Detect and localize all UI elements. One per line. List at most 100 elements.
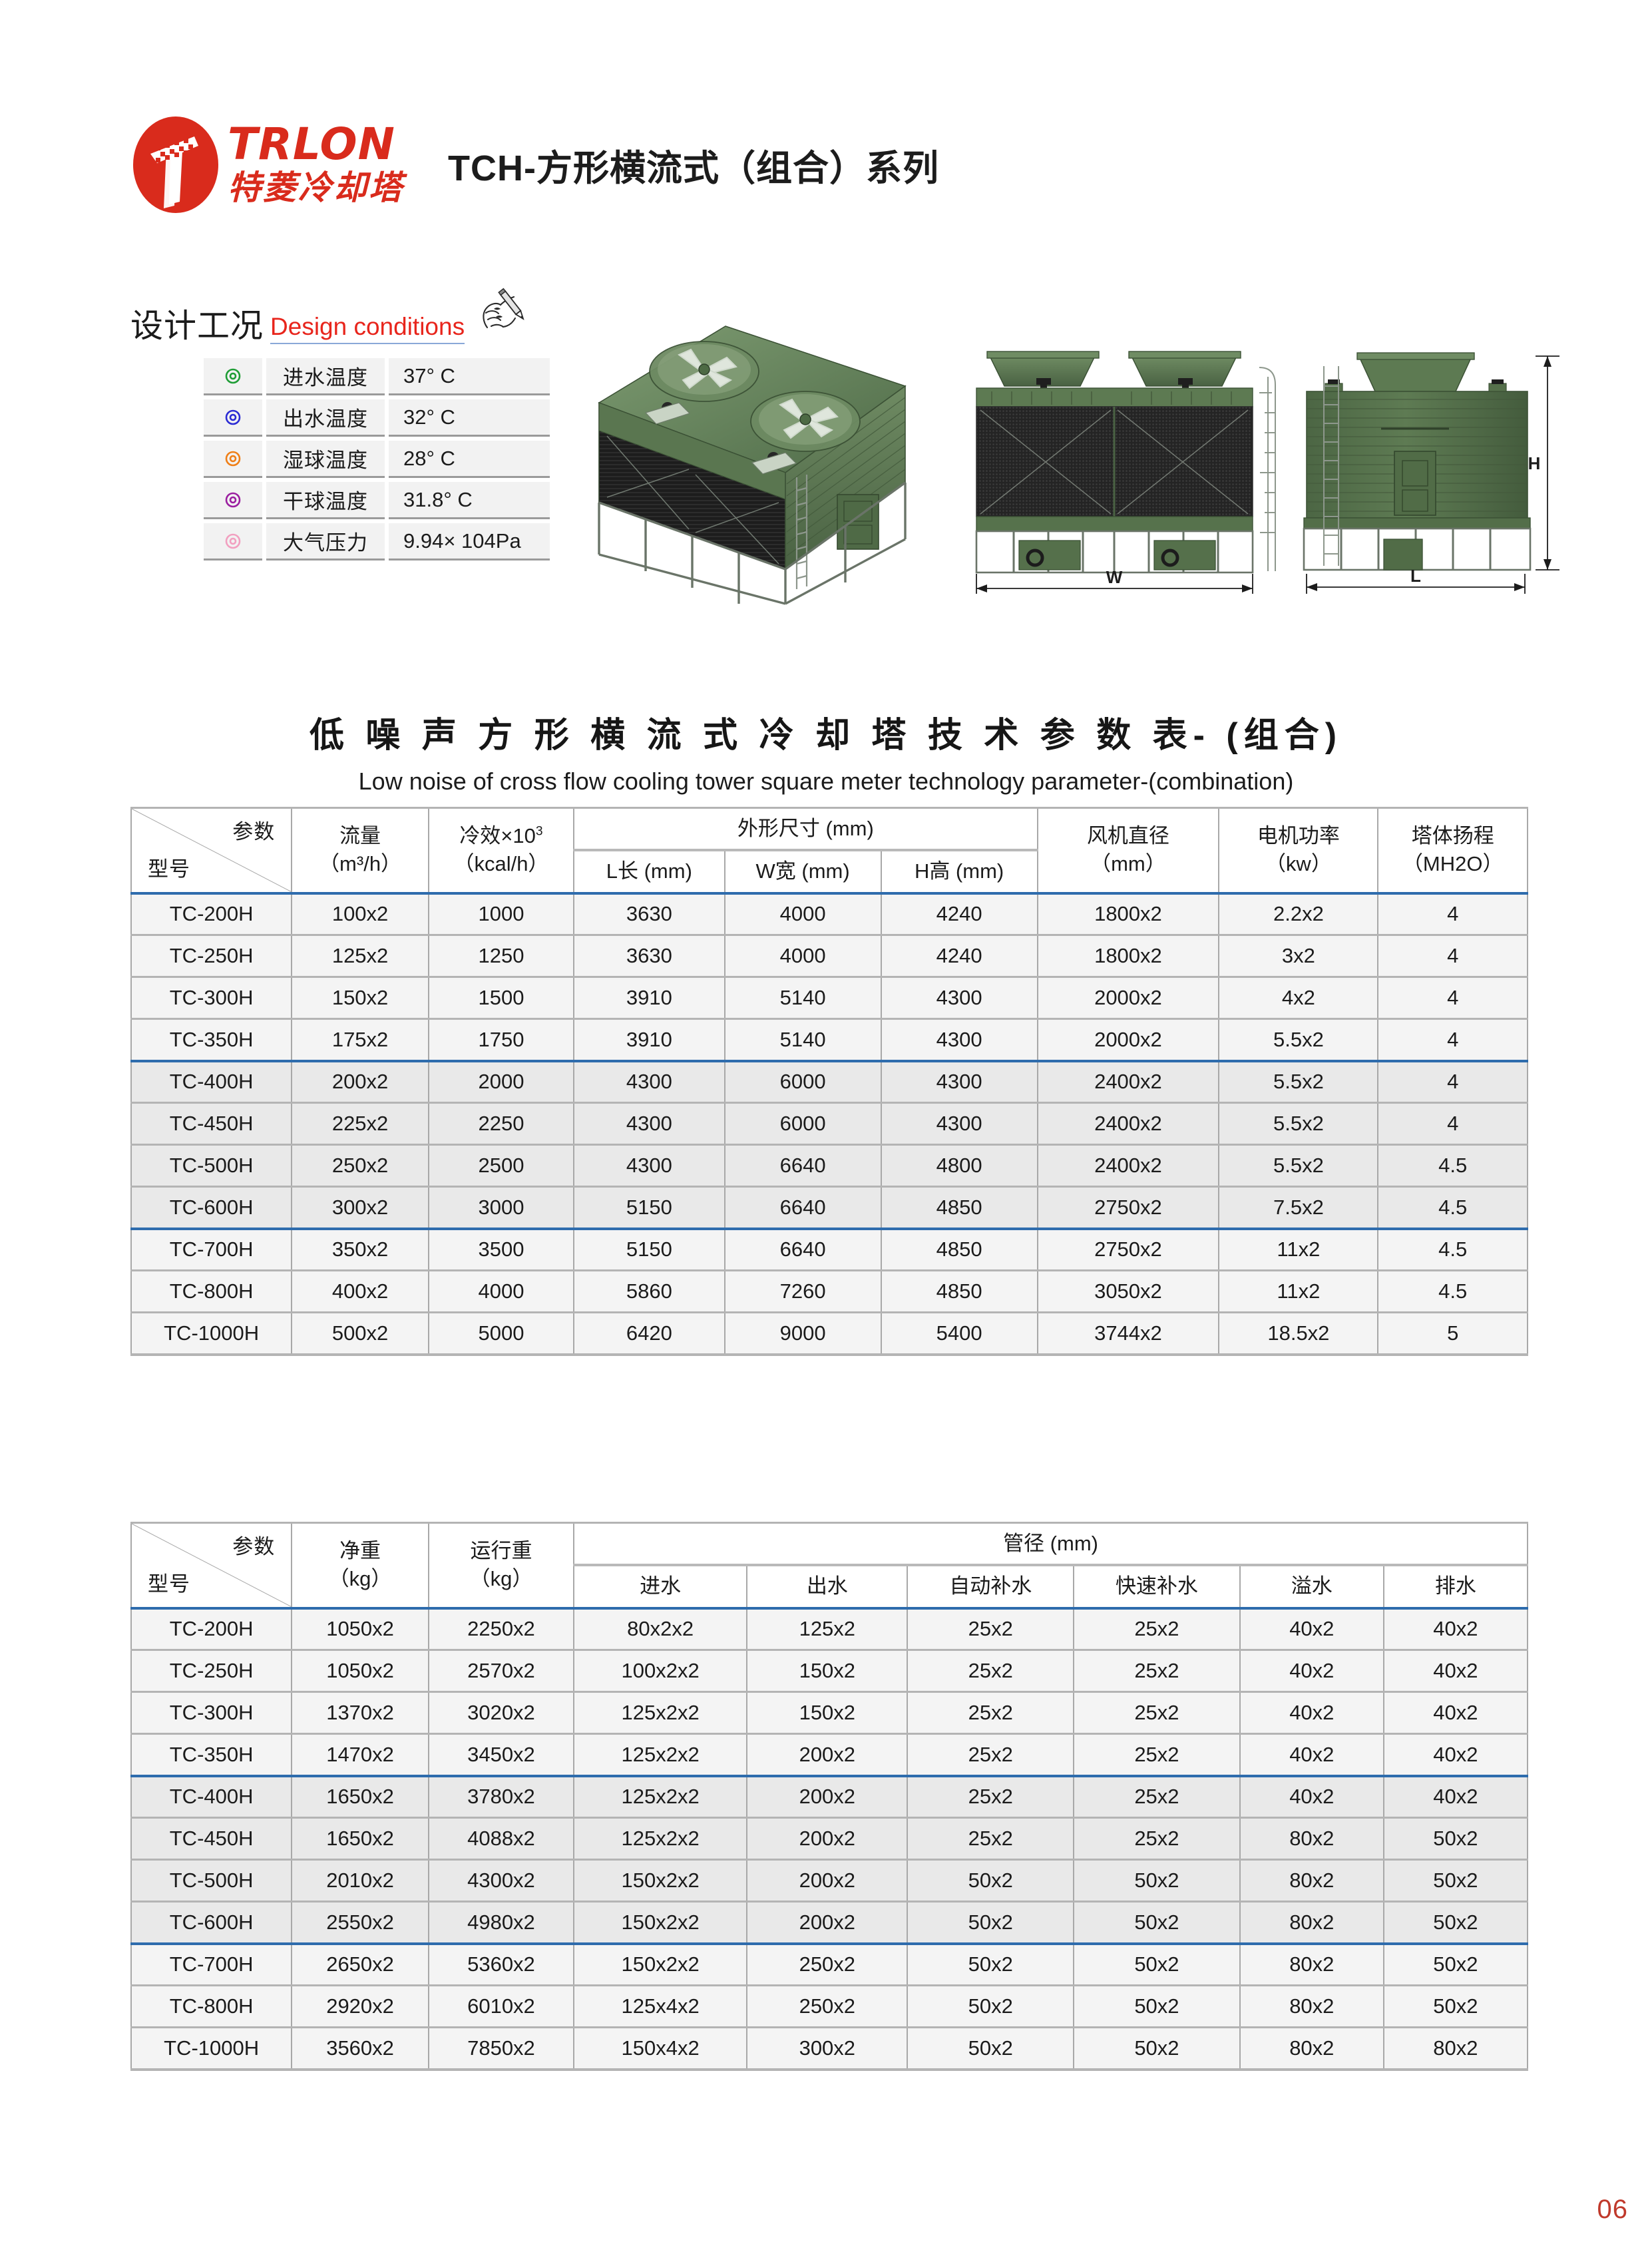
table1-header-tower-lift: 塔体扬程 （MH2O）: [1377, 807, 1528, 894]
cell-width: 7260: [723, 1270, 882, 1313]
cell-height: 4300: [880, 1102, 1038, 1146]
table-row: TC-700H 350x2 3500 5150 6640 4850 2750x2…: [130, 1227, 1528, 1271]
table2-header-quick-fill: 快速补水: [1073, 1564, 1241, 1608]
cell-cooling: 3500: [427, 1227, 575, 1271]
cell-quick-fill: 50x2: [1073, 2027, 1241, 2071]
page-header: TRLON 特菱冷却塔 TCH-方形横流式（组合）系列: [133, 116, 939, 213]
design-conditions-table: 进水温度 37° C 出水温度 32° C 湿球温度 28° C 干球温度 31…: [204, 358, 550, 564]
dimension-label-height: H: [1528, 453, 1541, 473]
table1-param-label: 参数: [232, 820, 276, 843]
table1-header-length: L长 (mm): [573, 849, 725, 893]
cell-outlet: 250x2: [746, 1942, 909, 1986]
cell-net-weight: 1050x2: [291, 1606, 429, 1651]
table1-header-motor-power: 电机功率 （kw）: [1218, 807, 1379, 894]
section-heading-en: Low noise of cross flow cooling tower sq…: [358, 768, 1294, 795]
table-row: TC-250H 125x2 1250 3630 4000 4240 1800x2…: [130, 935, 1528, 978]
cell-height: 5400: [880, 1312, 1038, 1356]
table-row: TC-600H 2550x2 4980x2 150x2x2 200x2 50x2…: [130, 1901, 1529, 1944]
cell-auto-fill: 25x2: [907, 1774, 1075, 1819]
cell-quick-fill: 25x2: [1073, 1606, 1241, 1651]
table2-header-run-weight: 运行重 （kg）: [427, 1522, 575, 1609]
cell-lift: 4.5: [1377, 1270, 1528, 1313]
cell-model: TC-450H: [130, 1102, 293, 1146]
cell-model: TC-250H: [130, 935, 293, 978]
cooling-tower-side-elevation: H L: [1301, 320, 1567, 602]
cell-flow: 150x2: [291, 977, 429, 1020]
cell-drain: 40x2: [1382, 1733, 1529, 1777]
cell-flow: 300x2: [291, 1186, 429, 1230]
brand-logo: TRLON 特菱冷却塔: [133, 116, 404, 213]
cell-length: 5150: [573, 1186, 725, 1230]
table1-model-label: 型号: [148, 857, 190, 881]
cell-height: 4240: [880, 891, 1038, 936]
table2-header-pipe-group: 管径 (mm): [573, 1522, 1528, 1567]
pencil-hand-icon: [474, 286, 528, 339]
cell-inlet: 150x2x2: [573, 1942, 748, 1986]
cell-cooling: 1250: [427, 935, 575, 978]
cell-width: 4000: [723, 935, 882, 978]
cell-flow: 200x2: [291, 1059, 429, 1104]
cell-length: 4300: [573, 1102, 725, 1146]
cell-length: 5150: [573, 1227, 725, 1271]
cell-model: TC-600H: [130, 1186, 293, 1230]
cell-height: 4300: [880, 1059, 1038, 1104]
marker-icon-wet-bulb-temp: [204, 441, 262, 478]
cell-height: 4850: [880, 1186, 1038, 1230]
design-conditions-title-en: Design conditions: [270, 313, 465, 344]
cell-lift: 4: [1377, 1102, 1528, 1146]
cell-cooling: 5000: [427, 1312, 575, 1356]
section-heading-cn: 低 噪 声 方 形 横 流 式 冷 却 塔 技 术 参 数 表- (组合): [309, 716, 1343, 755]
cell-inlet: 150x4x2: [573, 2027, 748, 2071]
cell-height: 4850: [880, 1227, 1038, 1271]
cell-overflow: 40x2: [1239, 1691, 1384, 1735]
cell-width: 5140: [723, 1018, 882, 1062]
cell-inlet: 125x2x2: [573, 1691, 748, 1735]
table-row: TC-450H 225x2 2250 4300 6000 4300 2400x2…: [130, 1102, 1528, 1146]
cell-motor: 18.5x2: [1218, 1312, 1379, 1356]
table2-header-overflow: 溢水: [1239, 1564, 1384, 1608]
cell-model: TC-300H: [130, 977, 293, 1020]
design-condition-label: 大气压力: [266, 523, 385, 560]
design-conditions-title-cn: 设计工况: [130, 308, 264, 344]
cell-drain: 50x2: [1382, 1859, 1529, 1903]
cell-overflow: 80x2: [1239, 2027, 1384, 2071]
table2-header-inlet: 进水: [573, 1564, 748, 1608]
cell-run-weight: 6010x2: [427, 1985, 575, 2028]
cell-drain: 40x2: [1382, 1606, 1529, 1651]
cell-model: TC-800H: [130, 1985, 293, 2028]
cell-model: TC-350H: [130, 1018, 293, 1062]
cell-auto-fill: 25x2: [907, 1691, 1075, 1735]
cell-motor: 11x2: [1218, 1227, 1379, 1271]
cell-fan: 1800x2: [1036, 935, 1220, 978]
cell-width: 4000: [723, 891, 882, 936]
cell-length: 3630: [573, 891, 725, 936]
cell-cooling: 2250: [427, 1102, 575, 1146]
cell-cooling: 4000: [427, 1270, 575, 1313]
cell-flow: 125x2: [291, 935, 429, 978]
cell-width: 6640: [723, 1144, 882, 1188]
table1-header-cooling: 冷效×103 （kcal/h）: [427, 807, 575, 894]
cell-fan: 3050x2: [1036, 1270, 1220, 1313]
cell-drain: 40x2: [1382, 1650, 1529, 1693]
table2-corner-header: 参数 型号: [130, 1522, 293, 1609]
cell-fan: 2000x2: [1036, 1018, 1220, 1062]
cell-overflow: 40x2: [1239, 1733, 1384, 1777]
cell-overflow: 80x2: [1239, 1817, 1384, 1861]
cell-outlet: 125x2: [746, 1606, 909, 1651]
table-row: TC-600H 300x2 3000 5150 6640 4850 2750x2…: [130, 1186, 1528, 1230]
cell-model: TC-500H: [130, 1859, 293, 1903]
cell-inlet: 80x2x2: [573, 1606, 748, 1651]
cell-motor: 4x2: [1218, 977, 1379, 1020]
cell-lift: 5: [1377, 1312, 1528, 1356]
cooling-tower-front-elevation: W: [962, 320, 1291, 602]
cell-cooling: 1750: [427, 1018, 575, 1062]
cell-outlet: 200x2: [746, 1733, 909, 1777]
cell-inlet: 125x2x2: [573, 1733, 748, 1777]
cell-outlet: 200x2: [746, 1901, 909, 1944]
cell-lift: 4: [1377, 1059, 1528, 1104]
cell-model: TC-400H: [130, 1774, 293, 1819]
design-condition-row: 进水温度 37° C: [204, 358, 550, 395]
design-condition-label: 出水温度: [266, 399, 385, 437]
table-row: TC-500H 2010x2 4300x2 150x2x2 200x2 50x2…: [130, 1859, 1529, 1903]
